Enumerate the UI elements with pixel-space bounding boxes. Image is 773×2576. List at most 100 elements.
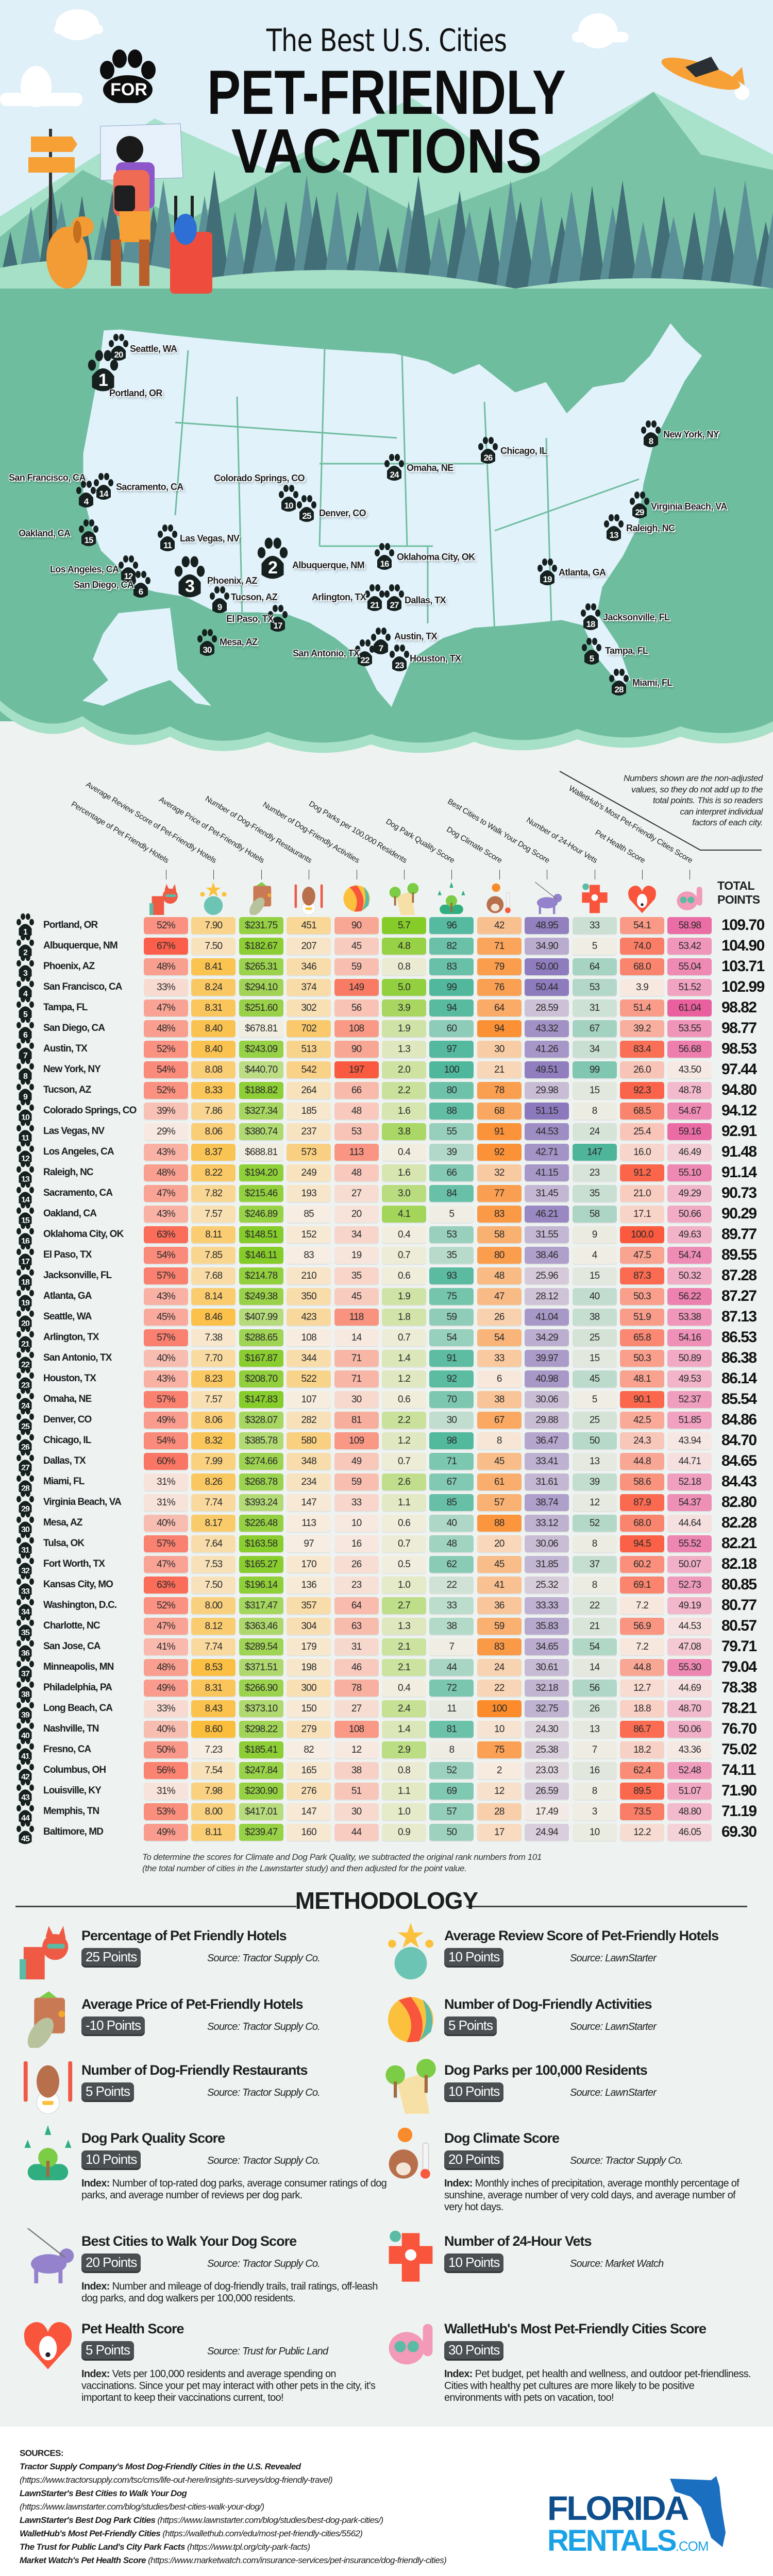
table-row[interactable]: 17 El Paso, TX 54% 7.85 $146.11 83 19 0.7 35 80 38… (0, 1243, 773, 1267)
map-marker-las-vegas-nv[interactable]: 11 (157, 524, 178, 553)
map-marker-houston-tx[interactable]: 23 (389, 644, 410, 673)
rank-number: 4 (83, 497, 89, 506)
table-row[interactable]: 4 San Francisco, CA 33% 8.24 $294.10 374 149 5.… (0, 975, 773, 999)
map-marker-albuquerque-nm[interactable]: 2 (257, 537, 289, 581)
map-marker-miami-fl[interactable]: 28 (609, 668, 629, 697)
table-cell: $247.84 (239, 1762, 283, 1779)
source-entry: Market Watch's Pet Health Score (https:/… (20, 2555, 447, 2566)
table-cell: 1.2 (382, 1370, 426, 1387)
table-row[interactable]: 3 Phoenix, AZ 48% 8.41 $265.31 346 59 0.8 83 79 50… (0, 954, 773, 979)
source-link[interactable]: (https://www.tractorsupply.com/tsc/cms/l… (20, 2475, 333, 2485)
table-row[interactable]: 30 Mesa, AZ 40% 8.17 $226.48 113 10 0.6 40 88 33.1… (0, 1511, 773, 1535)
map-marker-tucson-az[interactable]: 9 (209, 586, 230, 615)
table-row[interactable]: 23 Houston, TX 43% 8.23 $208.70 522 71 1.2 92 6 40… (0, 1366, 773, 1391)
index-label: Index: (81, 2368, 110, 2380)
map-marker-atlanta-ga[interactable]: 19 (537, 558, 558, 587)
table-row[interactable]: 43 Louisville, KY 31% 7.98 $230.90 276 51 1.1 69… (0, 1778, 773, 1803)
sun-thermometer-icon (486, 883, 511, 913)
map-marker-seattle-wa[interactable]: 20 (108, 333, 129, 362)
points-badge: 30 Points (444, 2341, 504, 2359)
table-row[interactable]: 24 Omaha, NE 57% 7.57 $147.83 107 30 0.6 70 38 30.… (0, 1387, 773, 1412)
table-row[interactable]: 7 Austin, TX 52% 8.40 $243.09 513 90 1.3 97 30 41.… (0, 1037, 773, 1061)
map-marker-tampa-fl[interactable]: 5 (581, 637, 602, 666)
table-cell: 7.57 (191, 1391, 236, 1408)
table-row[interactable]: 33 Kansas City, MO 63% 7.50 $196.14 136 23 1.0 2… (0, 1572, 773, 1597)
table-row[interactable]: 12 Los Angeles, CA 43% 8.37 $688.81 573 113 0.4… (0, 1140, 773, 1164)
table-row[interactable]: 8 New York, NY 54% 8.08 $440.70 542 197 2.0 100 2… (0, 1057, 773, 1082)
table-cell: 7.57 (191, 1206, 236, 1223)
map-marker-mesa-az[interactable]: 30 (197, 629, 217, 657)
table-row[interactable]: 14 Sacramento, CA 47% 7.82 $215.46 193 27 3.0 84… (0, 1181, 773, 1206)
map-marker-omaha-ne[interactable]: 24 (384, 453, 405, 482)
map-marker-san-antonio-tx[interactable]: 22 (355, 639, 375, 668)
table-row[interactable]: 45 Baltimore, MD 49% 8.11 $239.47 160 44 0.9 50 1… (0, 1820, 773, 1844)
map-marker-jacksonville-fl[interactable]: 18 (580, 603, 601, 632)
table-row[interactable]: 21 Arlington, TX 57% 7.38 $288.65 108 14 0.7 54 5… (0, 1325, 773, 1350)
table-row[interactable]: 26 Chicago, IL 54% 8.32 $385.78 580 109 1.2 98 8 3… (0, 1428, 773, 1453)
table-row[interactable]: 44 Memphis, TN 53% 8.00 $417.01 147 30 1.0 57 28 1… (0, 1799, 773, 1824)
table-row[interactable]: 2 Albuquerque, NM 67% 7.50 $182.67 207 45 4.8 82… (0, 934, 773, 958)
city-name: Baltimore, MD (43, 1826, 104, 1837)
footnote-line: To determine the scores for Climate and … (142, 1852, 542, 1862)
map-marker-austin-tx[interactable]: 7 (371, 627, 391, 656)
hotel-cat-icon (20, 1926, 69, 1979)
table-row[interactable]: 35 Charlotte, NC 47% 8.12 $363.46 304 63 1.3 38 5… (0, 1614, 773, 1638)
table-row[interactable]: 9 Tucson, AZ 52% 8.33 $188.82 264 66 2.2 80 78 29.… (0, 1078, 773, 1103)
table-row[interactable]: 38 Philadelphia, PA 49% 8.31 $266.90 300 78 0.4… (0, 1675, 773, 1700)
map-marker-phoenix-az[interactable]: 3 (174, 555, 206, 600)
source-url[interactable]: (https://www.lawnstarter.com/blog/studie… (20, 2502, 264, 2512)
table-row[interactable]: 25 Denver, CO 49% 8.06 $328.07 282 81 2.2 30 67 29… (0, 1408, 773, 1432)
table-cell: 2.2 (382, 1412, 426, 1429)
table-row[interactable]: 36 San Jose, CA 41% 7.74 $289.54 179 31 2.1 7 83 3… (0, 1634, 773, 1659)
table-cell: 423 (287, 1309, 331, 1326)
total-points: 79.71 (721, 1638, 757, 1655)
source-link[interactable]: (https://www.tpl.org/city-park-facts) (187, 2542, 310, 2552)
map-marker-virginia-beach-va[interactable]: 29 (629, 491, 650, 520)
table-row[interactable]: 31 Tulsa, OK 57% 7.64 $163.58 97 16 0.7 48 20 30.0… (0, 1531, 773, 1556)
table-row[interactable]: 29 Virginia Beach, VA 31% 7.74 $393.24 147 33 1… (0, 1490, 773, 1515)
table-row[interactable]: 37 Minneapolis, MN 48% 8.53 $371.51 198 46 2.1 4… (0, 1655, 773, 1680)
map-marker-sacramento-ca[interactable]: 14 (93, 472, 114, 501)
table-row[interactable]: 6 San Diego, CA 48% 8.40 $678.81 702 108 1.9 60 9… (0, 1016, 773, 1041)
table-row[interactable]: 42 Columbus, OH 56% 7.54 $247.84 165 38 0.8 52 2 2… (0, 1758, 773, 1783)
map-marker-colorado-springs-co[interactable]: 10 (278, 484, 299, 513)
table-row[interactable]: 10 Colorado Springs, CO 39% 7.86 $327.34 185 4… (0, 1098, 773, 1123)
source-url[interactable]: (https://www.tractorsupply.com/tsc/cms/l… (20, 2475, 333, 2485)
map-marker-oklahoma-city-ok[interactable]: 16 (374, 543, 395, 571)
table-row[interactable]: 15 Oakland, CA 43% 7.57 $246.89 85 20 4.1 5 83 46.… (0, 1201, 773, 1226)
map-marker-el-paso-tx[interactable]: 17 (267, 604, 288, 633)
table-row[interactable]: 20 Seattle, WA 45% 8.46 $407.99 423 118 1.8 59 26… (0, 1304, 773, 1329)
table-row[interactable]: 1 Portland, OR 52% 7.90 $231.75 451 90 5.7 96 42 4… (0, 913, 773, 938)
table-row[interactable]: 19 Atlanta, GA 43% 8.14 $249.38 350 45 1.9 75 47 2… (0, 1284, 773, 1309)
map-marker-arlington-tx[interactable]: 21 (364, 584, 385, 613)
table-row[interactable]: 11 Las Vegas, NV 29% 8.06 $380.74 237 53 3.8 55 9… (0, 1119, 773, 1144)
table-row[interactable]: 27 Dallas, TX 60% 7.99 $274.66 348 49 0.7 71 45 33… (0, 1449, 773, 1473)
map-marker-chicago-il[interactable]: 26 (478, 436, 498, 465)
table-row[interactable]: 32 Fort Worth, TX 47% 7.53 $165.27 170 26 0.5 62… (0, 1552, 773, 1577)
map-marker-denver-co[interactable]: 25 (296, 495, 317, 523)
source-link[interactable]: (https://wallethub.com/edu/most-pet-frie… (162, 2529, 363, 2538)
map-marker-san-diego-ca[interactable]: 6 (130, 570, 151, 599)
table-row[interactable]: 28 Miami, FL 31% 8.26 $268.78 234 59 2.6 67 61 31.… (0, 1469, 773, 1494)
table-row[interactable]: 22 San Antonio, TX 40% 7.70 $167.87 344 71 1.4 9… (0, 1346, 773, 1370)
table-row[interactable]: 16 Oklahoma City, OK 63% 8.11 $148.51 152 34 0.… (0, 1222, 773, 1247)
map-marker-raleigh-nc[interactable]: 13 (603, 514, 624, 543)
map-marker-portland-or[interactable]: 1 (87, 349, 119, 394)
table-row[interactable]: 5 Tampa, FL 47% 8.31 $251.60 302 56 3.9 94 64 28.5… (0, 995, 773, 1020)
map-marker-dallas-tx[interactable]: 27 (384, 584, 405, 613)
map-marker-new-york-ny[interactable]: 8 (641, 420, 661, 449)
source-link[interactable]: (https://www.lawnstarter.com/blog/studie… (20, 2502, 264, 2512)
table-cell: 48% (144, 958, 188, 975)
source-link[interactable]: (https://www.lawnstarter.com/blog/studie… (157, 2515, 383, 2525)
table-row[interactable]: 34 Washington, D.C. 52% 8.00 $317.47 357 64 2.7… (0, 1593, 773, 1618)
table-row[interactable]: 41 Fresno, CA 50% 7.23 $185.41 82 12 2.9 8 75 25.3… (0, 1737, 773, 1762)
map-marker-san-francisco-ca[interactable]: 4 (76, 480, 96, 509)
table-row[interactable]: 40 Nashville, TN 40% 8.60 $298.22 279 108 1.4 81… (0, 1717, 773, 1741)
table-cell: 17.1 (620, 1206, 664, 1223)
table-row[interactable]: 13 Raleigh, NC 48% 8.22 $194.20 249 48 1.6 66 32 4… (0, 1160, 773, 1185)
map-marker-oakland-ca[interactable]: 15 (78, 519, 99, 548)
table-row[interactable]: 18 Jacksonville, FL 57% 7.68 $214.78 210 35 0.6… (0, 1263, 773, 1288)
table-row[interactable]: 39 Long Beach, CA 33% 8.43 $373.10 150 27 2.4 11… (0, 1696, 773, 1721)
table-cell: 20 (477, 1535, 522, 1552)
source-link[interactable]: (https://www.marketwatch.com/insurance-s… (148, 2555, 447, 2565)
